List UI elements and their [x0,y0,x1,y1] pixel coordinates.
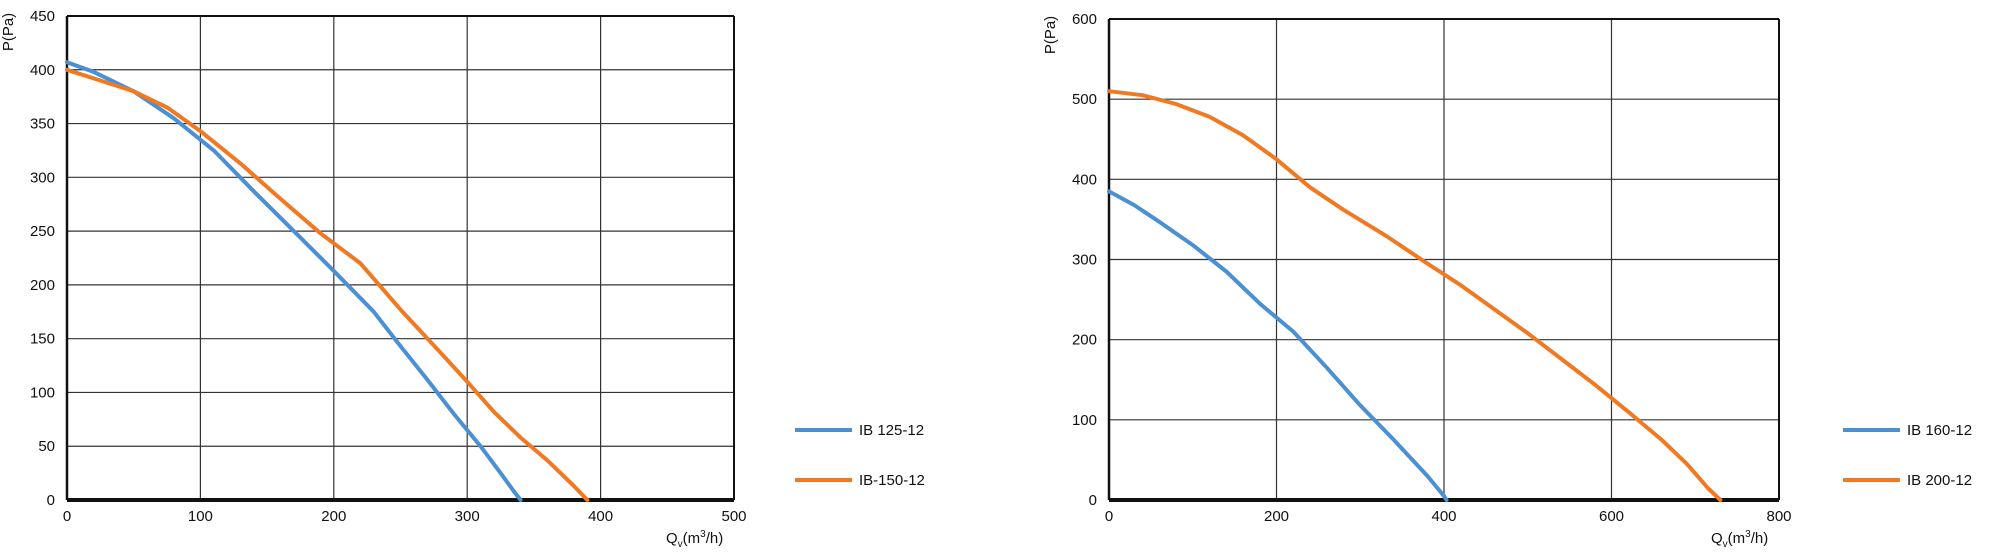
x-tick-label: 400 [1431,508,1456,525]
x-tick-label: 500 [721,508,746,525]
x-axis-label: Qv(m3/h) [1711,529,1768,550]
y-tick-label: 150 [30,331,55,348]
y-tick-label: 400 [30,62,55,79]
y-tick-label: 450 [30,8,55,25]
y-tick-label: 350 [30,116,55,133]
x-tick-label: 0 [1105,508,1113,525]
legend-label-2: IB-150-12 [859,472,925,489]
y-tick-label: 500 [1072,91,1097,108]
y-tick-label: 250 [30,223,55,240]
legend-label-1: IB 160-12 [1907,422,1972,439]
y-tick-label: 100 [1072,412,1097,429]
y-tick-label: 300 [1072,252,1097,269]
series-line-1 [65,60,523,502]
y-tick-label: 0 [1089,492,1097,509]
legend-label-1: IB 125-12 [859,422,924,439]
chart-right: 0 100 200 300 400 500 600 0 200 400 600 800 P(Pa) Qv(… [1042,11,1972,550]
y-axis-label: P(Pa) [0,13,17,51]
y-tick-label: 600 [1072,11,1097,28]
series-line-1 [1107,189,1449,502]
x-axis-label: Qv(m3/h) [666,529,723,550]
x-tick-label: 300 [455,508,480,525]
x-tick-label: 200 [1264,508,1289,525]
y-tick-label: 100 [30,384,55,401]
y-tick-label: 0 [47,492,55,509]
y-axis-label: P(Pa) [1042,16,1059,54]
x-tick-label: 800 [1766,508,1791,525]
chart-left: 0 50 100 150 200 250 300 350 400 450 0 100 200 300 400… [0,8,925,550]
x-tick-label: 400 [588,508,613,525]
y-tick-label: 50 [38,438,55,455]
series-line-2 [1107,89,1723,502]
x-tick-label: 600 [1599,508,1624,525]
x-tick-label: 100 [188,508,213,525]
y-tick-label: 200 [30,277,55,294]
y-tick-label: 400 [1072,171,1097,188]
x-tick-label: 0 [63,508,71,525]
y-tick-label: 200 [1072,332,1097,349]
series-line-2 [65,67,590,502]
y-tick-label: 300 [30,169,55,186]
x-tick-label: 200 [321,508,346,525]
legend-label-2: IB 200-12 [1907,472,1972,489]
